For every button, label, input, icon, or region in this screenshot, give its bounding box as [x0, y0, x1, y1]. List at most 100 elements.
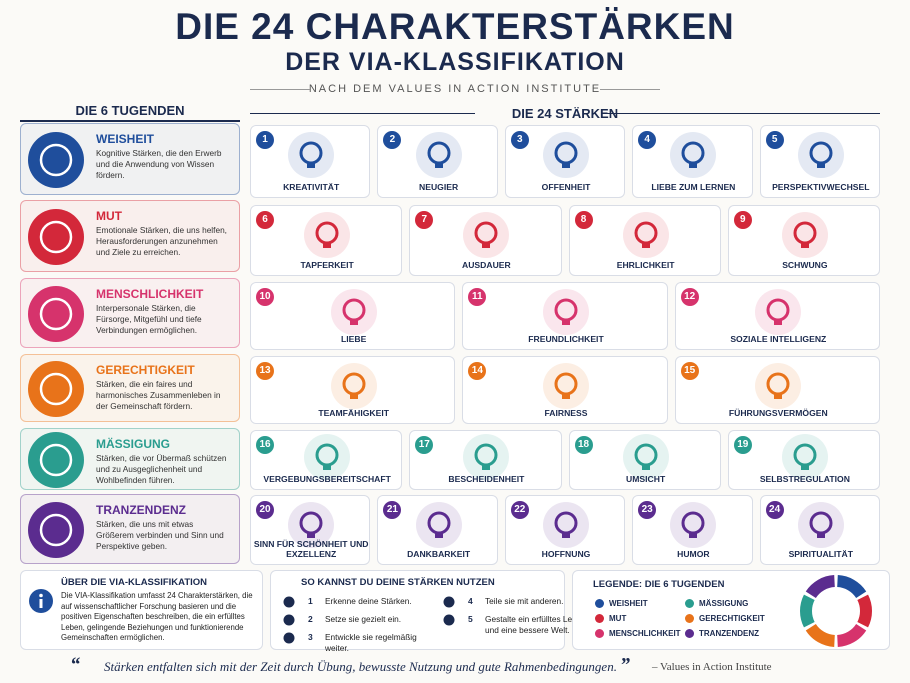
- icon: [595, 599, 604, 608]
- icon: [304, 212, 351, 258]
- shape: [304, 434, 351, 480]
- strength-name: FAIRNESS: [544, 408, 588, 418]
- shape: [283, 614, 295, 626]
- shape: [330, 363, 377, 409]
- shape: [288, 132, 335, 178]
- shape: [28, 286, 84, 342]
- icon: [28, 132, 84, 188]
- shape: [641, 243, 650, 248]
- strength-number: 23: [638, 501, 657, 519]
- icon: [670, 502, 717, 548]
- icon: [800, 575, 872, 647]
- shape: [622, 212, 669, 258]
- icon: [288, 132, 335, 178]
- shape: [755, 289, 802, 335]
- virtue-description: Kognitive Stärken, die den Erwerb und di…: [96, 148, 222, 180]
- rule: [250, 113, 475, 114]
- shape: [685, 629, 694, 638]
- strength-card: 20 SINN FÜR SCHÖNHEIT UND EXZELLENZ: [250, 495, 371, 565]
- icon: [797, 502, 844, 548]
- icon: [29, 589, 53, 613]
- step-number: 5: [468, 614, 473, 624]
- icon: [542, 363, 589, 409]
- donut-segment: [800, 594, 815, 628]
- shape: [28, 432, 84, 488]
- step-text: Setze sie gezielt ein.: [325, 614, 402, 624]
- tagline: NACH DEM VALUES IN ACTION INSTITUTE: [308, 83, 602, 95]
- shape: [330, 289, 377, 335]
- strength-card: 2 NEUGIER: [377, 125, 498, 198]
- icon: [304, 434, 351, 480]
- strength-name: NEUGIER: [419, 182, 459, 192]
- strength-card: 21 DANKBARKEIT: [377, 495, 498, 565]
- shape: [283, 596, 295, 608]
- strength-card: 4 LIEBE ZUM LERNEN: [632, 125, 753, 198]
- strength-number: 16: [256, 436, 274, 454]
- icon: [781, 434, 828, 480]
- strength-name: BESCHEIDENHEIT: [448, 474, 525, 484]
- shape: [595, 614, 604, 623]
- shape: [561, 394, 570, 399]
- shape: [443, 614, 455, 626]
- shape: [641, 465, 650, 470]
- icon: [542, 502, 589, 548]
- shape: [622, 434, 669, 480]
- step-text: Teile sie mit anderen.: [485, 596, 564, 606]
- about-box: ÜBER DIE VIA-KLASSIFIKATION Die VIA-Klass…: [20, 570, 263, 650]
- strength-name: SPIRITUALITÄT: [788, 549, 854, 559]
- quote-mark: ”: [620, 654, 630, 676]
- donut-segment: [836, 623, 867, 647]
- shape: [39, 372, 73, 406]
- icon: [28, 502, 84, 558]
- strength-card: 3 OFFENHEIT: [504, 125, 626, 198]
- strength-number: 9: [733, 211, 752, 229]
- shape: [542, 132, 589, 178]
- virtue-card: MENSCHLICHKEIT Interpersonale Stärken, di…: [20, 278, 240, 348]
- step-number: 3: [308, 632, 313, 642]
- icon: [595, 629, 604, 638]
- shape: [39, 297, 73, 331]
- strength-number: 15: [680, 362, 699, 380]
- icon: [28, 209, 84, 265]
- strength-card: 15 FÜHRUNGSVERMÖGEN: [674, 356, 880, 424]
- virtue-name: MUT: [96, 209, 122, 223]
- icon: [463, 212, 510, 258]
- icon: [443, 614, 455, 626]
- icon: [330, 289, 377, 335]
- strength-number: 3: [510, 131, 529, 149]
- virtue-description: Stärken, die vor Übermaß schützen und zu…: [96, 453, 227, 485]
- strength-number: 1: [256, 131, 274, 149]
- shape: [443, 596, 455, 608]
- donut-segment: [805, 623, 836, 647]
- strength-number: 2: [383, 131, 402, 149]
- strength-number: 8: [574, 211, 593, 229]
- shape: [323, 465, 332, 470]
- legend-label: MÄSSIGUNG: [699, 599, 749, 608]
- strength-card: 1 KREATIVITÄT: [250, 125, 371, 198]
- shape: [685, 614, 694, 623]
- shape: [774, 394, 783, 399]
- strength-card: 10 LIEBE: [250, 282, 456, 350]
- icon: [685, 599, 694, 608]
- shape: [816, 533, 825, 538]
- step-number: 4: [468, 596, 473, 606]
- strength-card: 7 AUSDAUER: [409, 205, 562, 276]
- strength-number: 22: [510, 501, 529, 519]
- strength-number: 10: [256, 288, 274, 306]
- shape: [797, 502, 844, 548]
- icon: [622, 434, 669, 480]
- icon: [330, 363, 377, 409]
- shape: [595, 629, 604, 638]
- shape: [39, 443, 73, 477]
- shape: [482, 243, 491, 248]
- shape: [482, 465, 491, 470]
- icon: [542, 289, 589, 335]
- strength-card: 5 PERSPEKTIVWECHSEL: [759, 125, 880, 198]
- shape: [797, 132, 844, 178]
- strength-card: 14 FAIRNESS: [462, 356, 668, 424]
- shape: [561, 533, 570, 538]
- icon: [685, 629, 694, 638]
- rule: [600, 89, 660, 90]
- strength-name: KREATIVITÄT: [283, 182, 340, 192]
- icon: [755, 289, 802, 335]
